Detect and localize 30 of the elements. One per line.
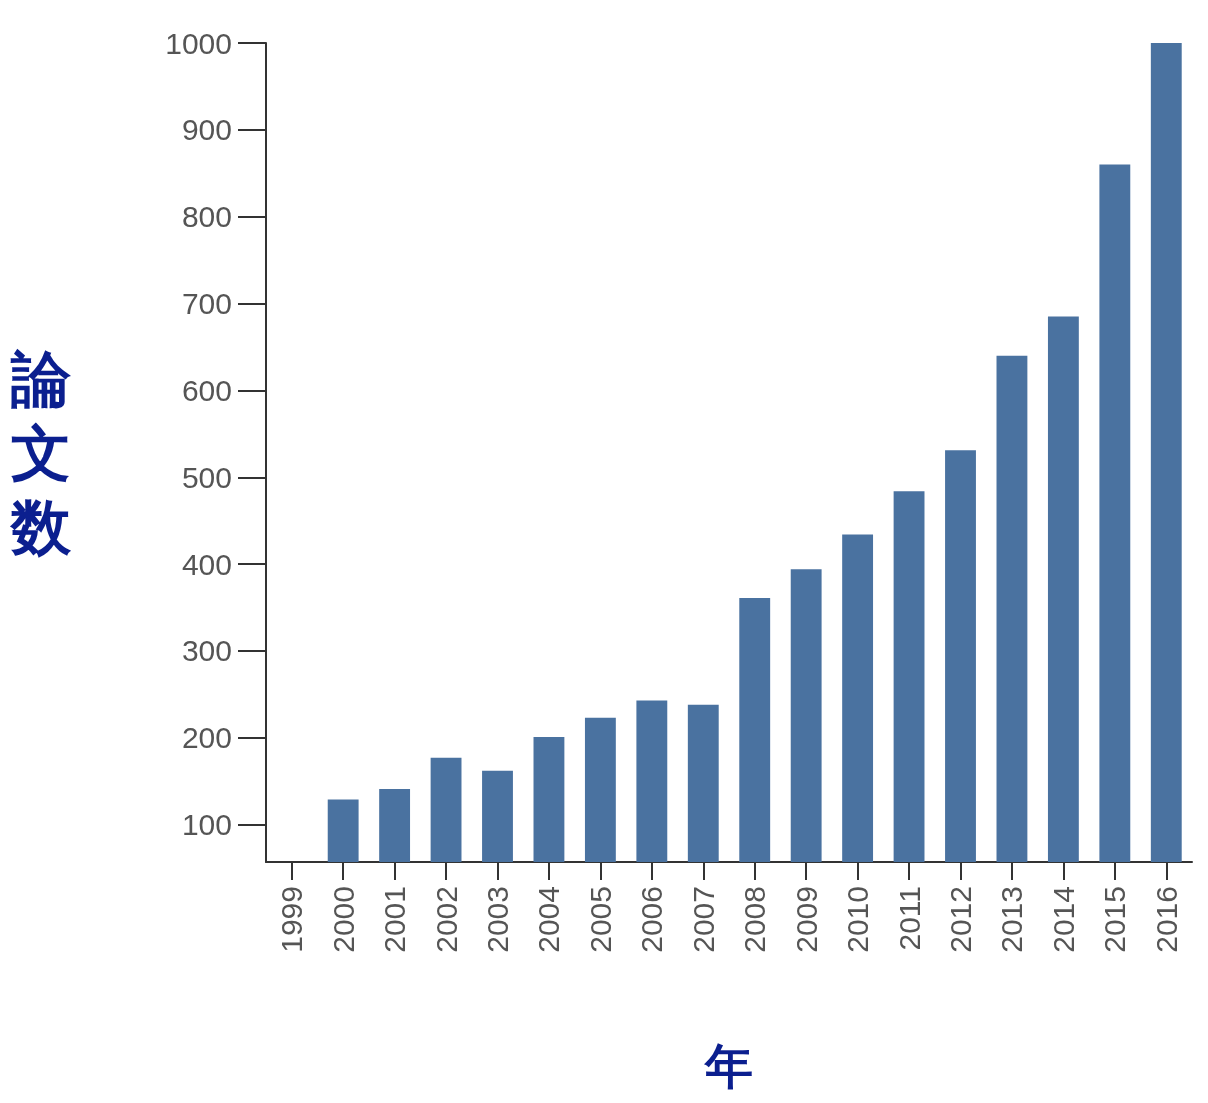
x-tick-label: 2007 [686,886,720,953]
y-tick-label: 600 [181,373,232,407]
y-tick-label: 900 [181,113,232,147]
y-tick-label: 200 [181,721,232,755]
x-tick-label: 2010 [841,886,875,953]
x-tick-label: 2000 [326,886,360,953]
x-tick-label: 2009 [789,886,823,953]
x-tick-label: 2005 [583,886,617,953]
y-tick-label: 800 [181,200,232,234]
y-tick-label: 300 [181,634,232,668]
y-tick-label: 1000 [165,26,232,60]
x-tick-label: 2001 [378,886,412,953]
x-tick-label: 1999 [275,886,309,953]
x-tick-label: 2002 [429,886,463,953]
x-tick-label: 2008 [738,886,772,953]
y-tick-label: 500 [181,460,232,494]
y-tick-label: 700 [181,287,232,321]
x-tick-label: 2006 [635,886,669,953]
x-tick-label: 2003 [481,886,514,953]
x-tick-label: 2013 [995,886,1029,953]
x-tick-label: 2014 [1046,886,1080,953]
y-tick-label: 100 [181,808,232,842]
x-tick-label: 2004 [532,886,566,953]
x-tick-label: 2011 [892,886,926,951]
x-tick-label: 2012 [944,886,977,953]
x-axis-title: 年 [703,1038,753,1094]
x-tick-label: 2015 [1098,886,1132,953]
y-axis-title: 論文数 [9,343,72,562]
y-tick-label: 400 [181,547,232,581]
x-tick-label: 2016 [1149,886,1183,953]
